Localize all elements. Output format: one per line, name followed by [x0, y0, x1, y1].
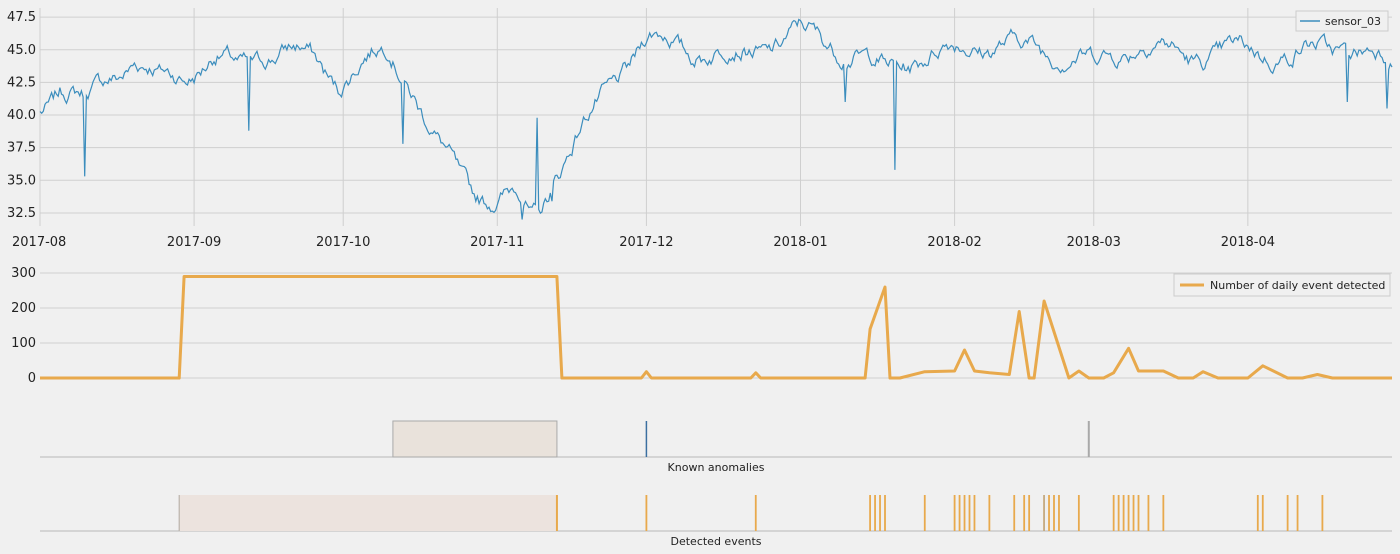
sensor-x-tick-label: 2017-11 — [470, 235, 524, 250]
sensor-x-tick-label: 2017-08 — [12, 235, 66, 250]
known-anomalies-caption: Known anomalies — [668, 461, 765, 474]
detected-events-caption: Detected events — [671, 535, 762, 548]
known-anomalies-panel — [40, 421, 1392, 457]
events-y-tick-label: 0 — [28, 371, 36, 386]
detected-events-panel — [40, 495, 1392, 531]
events-y-tick-label: 300 — [11, 266, 36, 281]
sensor-y-tick-label: 32.5 — [7, 206, 36, 221]
events-y-tick-label: 200 — [11, 301, 36, 316]
sensor-x-tick-label: 2017-10 — [316, 235, 370, 250]
events-y-tick-label: 100 — [11, 336, 36, 351]
sensor-y-tick-label: 47.5 — [7, 10, 36, 25]
sensor-x-tick-label: 2018-04 — [1221, 235, 1275, 250]
sensor-y-tick-label: 35.0 — [7, 173, 36, 188]
detected-event-span — [179, 495, 557, 531]
sensor-y-tick-label: 42.5 — [7, 75, 36, 90]
sensor-x-tick-label: 2018-03 — [1067, 235, 1121, 250]
sensor-x-tick-label: 2017-12 — [619, 235, 673, 250]
sensor-legend-label: sensor_03 — [1325, 15, 1381, 28]
sensor-x-tick-label: 2018-02 — [927, 235, 981, 250]
sensor-x-tick-label: 2017-09 — [167, 235, 221, 250]
events-legend-label: Number of daily event detected — [1210, 279, 1385, 292]
sensor-panel: 47.5 45.0 42.5 40.0 37.5 35.0 32.5 2017-08 2017-… — [7, 8, 1392, 250]
sensor-y-tick-label: 45.0 — [7, 43, 36, 58]
sensor-y-tick-label: 40.0 — [7, 108, 36, 123]
daily-events-panel: 300 200 100 0 Number of daily event detected — [11, 266, 1392, 386]
sensor-y-tick-label: 37.5 — [7, 141, 36, 156]
sensor-x-tick-label: 2018-01 — [773, 235, 827, 250]
known-anomaly-span — [393, 421, 557, 457]
